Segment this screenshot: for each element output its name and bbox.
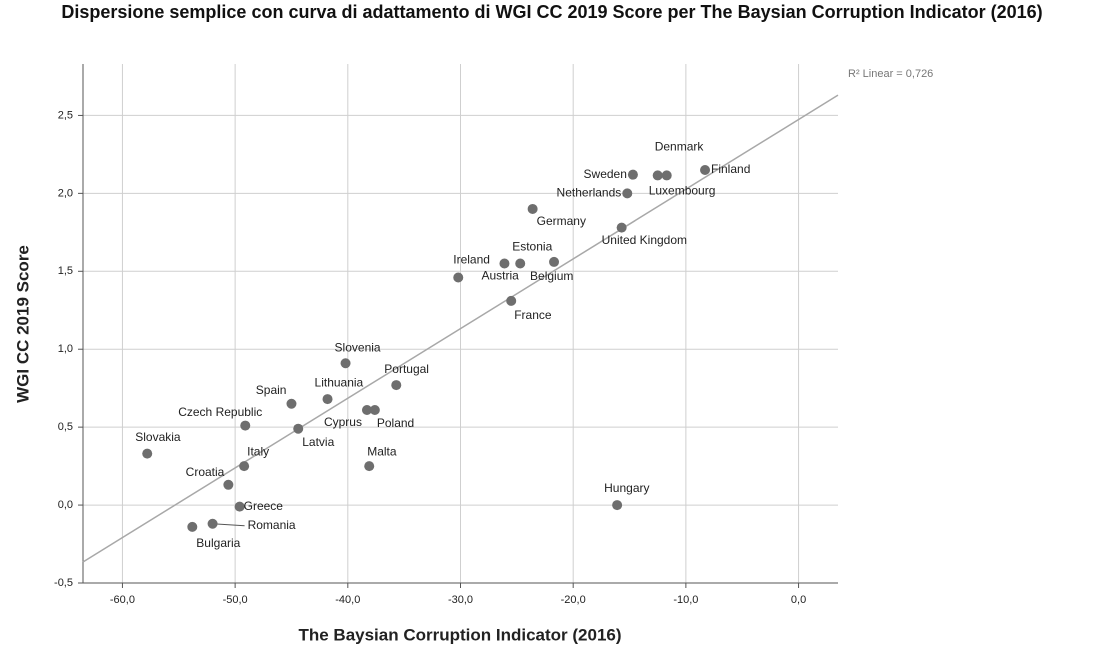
point <box>239 461 250 472</box>
point-label: Romania <box>248 518 296 532</box>
point-label: Finland <box>711 162 750 176</box>
point <box>652 170 663 181</box>
y-tick-label: 0,5 <box>58 421 73 433</box>
leader-line <box>212 523 245 527</box>
point-label: Lithuania <box>315 375 364 389</box>
y-tick-label: 2,5 <box>58 109 73 121</box>
point <box>622 188 633 199</box>
point-label: Poland <box>377 416 414 430</box>
point-label: Latvia <box>302 435 334 449</box>
point-label: Austria <box>481 269 519 283</box>
point <box>187 521 198 532</box>
point <box>515 258 526 269</box>
r2-annotation: R² Linear = 0,726 <box>848 68 933 80</box>
point-label: Hungary <box>604 481 649 495</box>
point-label: Slovenia <box>335 340 381 354</box>
y-tick-label: 0,0 <box>58 499 73 511</box>
point <box>293 423 304 434</box>
point <box>700 164 711 175</box>
point <box>661 170 672 181</box>
point <box>207 518 218 529</box>
y-tick-label: 1,0 <box>58 343 73 355</box>
x-tick-label: -50,0 <box>223 594 248 606</box>
x-tick-label: -30,0 <box>448 594 473 606</box>
point <box>361 405 372 415</box>
point <box>612 500 623 511</box>
point-label: Netherlands <box>557 186 622 200</box>
point-label: Slovakia <box>135 430 181 444</box>
point-label: Croatia <box>186 465 225 479</box>
point-label: Portugal <box>384 362 429 376</box>
point-label: Bulgaria <box>196 536 240 550</box>
point <box>142 448 153 459</box>
point-label: United Kingdom <box>602 233 687 247</box>
point <box>322 394 333 405</box>
point <box>369 405 380 415</box>
point-label: Sweden <box>584 167 627 181</box>
x-tick-label: 0,0 <box>791 594 806 606</box>
fit-line <box>82 94 839 563</box>
x-tick-label: -60,0 <box>110 594 135 606</box>
point <box>391 380 402 391</box>
y-tick-label: 2,0 <box>58 187 73 199</box>
y-tick-label: -0,5 <box>54 577 73 589</box>
point-label: Germany <box>537 214 586 228</box>
y-tick-label: 1,5 <box>58 265 73 277</box>
point-label: Cyprus <box>324 415 362 429</box>
point <box>549 256 560 267</box>
x-axis-label: The Baysian Corruption Indicator (2016) <box>298 625 621 644</box>
x-tick-label: -20,0 <box>561 594 586 606</box>
point-label: France <box>514 308 552 322</box>
point <box>340 358 351 369</box>
point <box>234 501 245 512</box>
point-label: Czech Republic <box>178 405 262 419</box>
point-label: Malta <box>367 444 397 458</box>
point-label: Estonia <box>512 240 552 254</box>
x-tick-label: -10,0 <box>673 594 698 606</box>
point-label: Spain <box>256 383 287 397</box>
point <box>527 203 538 214</box>
point-label: Italy <box>247 444 269 458</box>
point <box>506 295 517 306</box>
point-label: Ireland <box>453 253 490 267</box>
point <box>616 222 627 233</box>
point <box>286 398 297 409</box>
point-label: Belgium <box>530 269 573 283</box>
point-label: Greece <box>244 499 284 513</box>
point-label: Denmark <box>655 140 705 154</box>
x-tick-label: -40,0 <box>335 594 360 606</box>
point-label: Luxembourg <box>649 184 716 198</box>
point <box>240 420 251 431</box>
point <box>627 169 638 180</box>
y-axis-label: WGI CC 2019 Score <box>13 245 32 403</box>
point <box>364 461 375 472</box>
point <box>499 258 510 269</box>
point <box>223 479 234 490</box>
point <box>453 272 464 283</box>
chart-title: Dispersione semplice con curva di adatta… <box>61 2 1043 22</box>
